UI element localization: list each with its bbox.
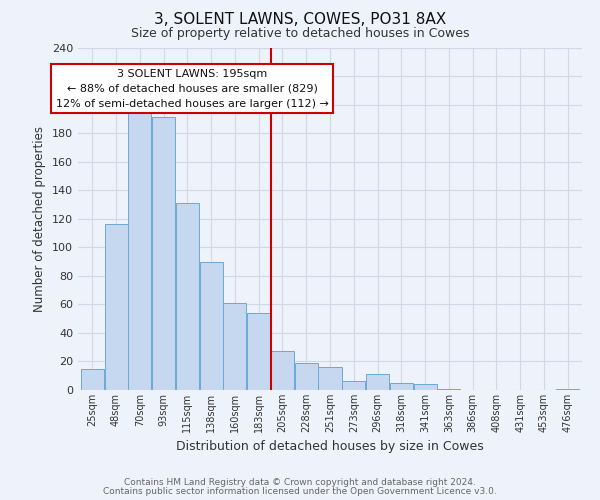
Y-axis label: Number of detached properties: Number of detached properties	[34, 126, 46, 312]
Bar	[342, 382, 365, 390]
Bar	[556, 388, 579, 390]
Bar	[104, 224, 128, 390]
Bar	[271, 352, 294, 390]
Text: Contains HM Land Registry data © Crown copyright and database right 2024.: Contains HM Land Registry data © Crown c…	[124, 478, 476, 487]
Text: Contains public sector information licensed under the Open Government Licence v3: Contains public sector information licen…	[103, 487, 497, 496]
Bar	[295, 363, 318, 390]
Bar	[437, 388, 460, 390]
Bar	[152, 118, 175, 390]
Bar	[413, 384, 437, 390]
Text: 3, SOLENT LAWNS, COWES, PO31 8AX: 3, SOLENT LAWNS, COWES, PO31 8AX	[154, 12, 446, 28]
Bar	[390, 383, 413, 390]
Bar	[319, 367, 341, 390]
Text: 3 SOLENT LAWNS: 195sqm  
← 88% of detached houses are smaller (829)
12% of semi-: 3 SOLENT LAWNS: 195sqm ← 88% of detached…	[56, 69, 329, 108]
Bar	[223, 303, 247, 390]
Bar	[176, 203, 199, 390]
Text: Size of property relative to detached houses in Cowes: Size of property relative to detached ho…	[131, 28, 469, 40]
Bar	[366, 374, 389, 390]
Bar	[81, 368, 104, 390]
Bar	[200, 262, 223, 390]
X-axis label: Distribution of detached houses by size in Cowes: Distribution of detached houses by size …	[176, 440, 484, 454]
Bar	[128, 108, 151, 390]
Bar	[247, 313, 270, 390]
